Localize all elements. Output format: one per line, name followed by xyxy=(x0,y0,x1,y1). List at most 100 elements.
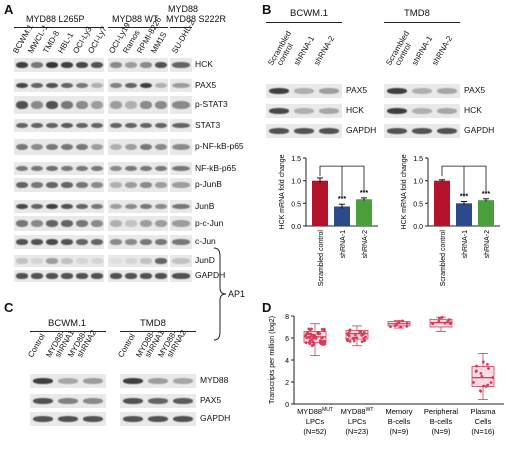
box-point xyxy=(389,325,392,329)
x-category-label: shRNA-1 xyxy=(462,230,469,259)
significance-label: *** xyxy=(338,196,346,203)
box-point xyxy=(447,318,451,322)
blot-a-wt-band xyxy=(154,165,167,172)
blot-a-wt-band xyxy=(154,62,167,68)
y-tick-label: 0.0 xyxy=(291,224,301,231)
blot-a-l265p-band xyxy=(30,101,43,109)
box-point xyxy=(401,319,404,323)
blot-c-row-band xyxy=(57,416,79,422)
blot-a-wt-band xyxy=(139,82,152,89)
blot-a-s222r xyxy=(170,58,192,72)
box-point xyxy=(308,328,312,332)
blot-a-wt-band xyxy=(109,143,122,151)
blot-a-wt-band xyxy=(139,182,152,188)
row-label-b: GAPDH xyxy=(464,125,495,135)
blot-c-row xyxy=(30,394,106,408)
y-tick-label: 0 xyxy=(285,402,289,409)
blot-a-l265p-band xyxy=(45,273,58,279)
box-point xyxy=(348,329,352,333)
blot-a-l265p-band xyxy=(30,203,43,210)
blot-a-l265p-band xyxy=(15,62,28,68)
blot-b-row-band xyxy=(268,88,289,94)
blot-c-row-band xyxy=(32,378,53,384)
blot-a-l265p-band xyxy=(30,82,43,89)
box-point xyxy=(322,329,326,332)
blot-a-wt-band xyxy=(124,273,137,279)
blot-a-s222r-band xyxy=(172,143,190,151)
blot-a-wt-band xyxy=(154,101,167,109)
box-point xyxy=(440,315,444,319)
row-label-c: PAX5 xyxy=(200,395,222,405)
blot-a-wt-band xyxy=(139,122,152,129)
blot-b-row-band xyxy=(386,108,407,114)
panel-d-letter: D xyxy=(262,300,272,315)
box-point xyxy=(475,369,478,373)
blot-a-wt-band xyxy=(154,82,167,89)
box-point xyxy=(304,341,308,344)
blot-a-l265p-band xyxy=(60,101,73,109)
blot-c-row-band xyxy=(83,398,104,404)
box-point xyxy=(364,335,367,339)
box-point xyxy=(311,340,315,344)
blot-a-l265p-band xyxy=(15,82,28,89)
row-label-a: HCK xyxy=(195,59,213,69)
blot-a-s222r xyxy=(170,255,192,267)
blot-a-l265p-band xyxy=(60,182,73,188)
y-tick-label: 8 xyxy=(285,314,289,321)
box-point xyxy=(352,339,356,343)
x-category-label: shRNA-1 xyxy=(340,230,347,259)
blot-a-wt-band xyxy=(154,220,167,227)
category-label-sup: MUT xyxy=(322,407,333,413)
box-point xyxy=(475,364,479,368)
blot-a-s222r-band xyxy=(172,273,190,279)
blot-a-wt-band xyxy=(154,122,167,129)
box-point xyxy=(486,383,490,387)
bar xyxy=(356,199,372,226)
blot-a-wt-band xyxy=(109,82,122,89)
blot-a-l265p-band xyxy=(30,143,43,151)
blot-a-wt-band xyxy=(139,101,152,109)
y-axis-label: Transcripts per million (log2) xyxy=(269,316,276,404)
blot-a-wt-band xyxy=(109,165,122,172)
significance-label: *** xyxy=(360,190,368,197)
box-point xyxy=(308,339,312,343)
blot-a-l265p-band xyxy=(75,165,88,172)
blot-a-s222r xyxy=(170,139,192,155)
blot-a-l265p-band xyxy=(30,62,43,68)
box-point xyxy=(405,322,409,325)
blot-a-l265p-band xyxy=(45,122,58,129)
blot-a-wt-band xyxy=(109,258,122,264)
blot-a-wt-band xyxy=(109,220,122,227)
box-point xyxy=(481,360,485,364)
x-category-label: Scrambled control xyxy=(440,230,447,287)
category-n: (N=9) xyxy=(390,427,409,436)
box-point xyxy=(397,321,401,324)
blot-b-row xyxy=(384,124,460,138)
blot-a-l265p-band xyxy=(90,122,103,129)
y-axis-label: HCK mRNA fold change xyxy=(401,154,408,229)
blot-a-l265p-band xyxy=(75,182,88,188)
blot-a-l265p xyxy=(14,58,104,72)
blot-a-l265p-band xyxy=(90,182,103,188)
row-label-c: MYD88 xyxy=(200,375,229,385)
group-label-l265p: MYD88 L265P xyxy=(26,14,85,24)
blot-a-l265p-band xyxy=(75,143,88,151)
blot-a-s222r xyxy=(170,119,192,132)
significance-label: *** xyxy=(460,194,468,201)
blot-a-wt-band xyxy=(154,182,167,188)
box-point xyxy=(320,327,324,331)
blot-a-s222r xyxy=(170,216,192,231)
ap1-bracket xyxy=(213,247,227,341)
blot-a-l265p xyxy=(14,119,104,132)
box-point xyxy=(482,384,485,388)
box-point xyxy=(491,376,495,379)
category-label: Memory xyxy=(385,407,412,416)
category-n: (N=16) xyxy=(471,427,495,436)
box-point xyxy=(437,316,441,320)
row-label-a: c-Jun xyxy=(195,236,216,246)
blot-a-l265p-band xyxy=(45,82,58,89)
box-point xyxy=(304,334,307,338)
blot-a-l265p-band xyxy=(15,143,28,151)
box-point xyxy=(306,331,310,335)
blot-a-wt-band xyxy=(139,258,152,264)
